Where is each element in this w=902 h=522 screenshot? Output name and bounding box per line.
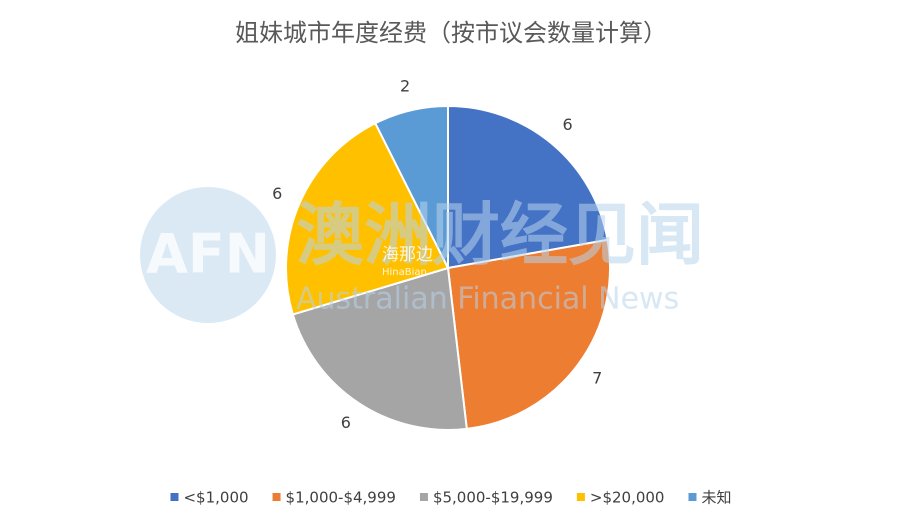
legend-label: $5,000-$19,999 [433, 489, 553, 507]
legend-item: $5,000-$19,999 [419, 489, 553, 507]
watermark-english: Australian Financial News [296, 282, 679, 317]
legend-label: $1,000-$4,999 [286, 489, 396, 507]
pie-slice [446, 238, 611, 431]
data-label: 6 [562, 115, 572, 134]
legend-swatch [419, 493, 428, 501]
watermark-name: 澳洲财经见闻 [296, 197, 704, 276]
pie-slice [447, 104, 609, 270]
watermark-logo: AFN [146, 223, 270, 286]
legend-label: >$20,000 [590, 489, 665, 507]
legend-item: >$20,000 [576, 489, 665, 507]
watermark-logo-circle [140, 187, 276, 323]
legend-label: <$1,000 [183, 489, 248, 507]
chart-title: 姐妹城市年度经费（按市议会数量计算） [235, 19, 667, 47]
watermark: AFN 澳洲财经见闻 Australian Financial News 海那边… [140, 187, 704, 323]
legend-label: 未知 [701, 489, 731, 507]
data-label: 6 [272, 184, 282, 203]
legend-item: $1,000-$4,999 [272, 489, 396, 507]
pie-slice [373, 104, 449, 269]
legend-swatch [688, 493, 697, 501]
legend-swatch [576, 493, 585, 501]
data-label: 6 [341, 413, 351, 432]
legend-swatch [170, 493, 179, 501]
legend-swatch [272, 493, 281, 501]
data-label: 7 [592, 369, 602, 388]
pie [285, 104, 611, 431]
watermark-secondary-en: HinaBian [382, 267, 427, 278]
legend-item: 未知 [688, 489, 732, 507]
legend: <$1,000 $1,000-$4,999 $5,000-$19,999 >$20,0… [170, 489, 732, 507]
watermark-secondary: 海那边 [382, 245, 433, 265]
pie-slice [285, 121, 450, 316]
data-labels: 6 7 6 6 2 [272, 77, 602, 432]
legend-item: <$1,000 [170, 489, 249, 507]
pie-slice [291, 266, 468, 431]
data-label: 2 [400, 77, 410, 96]
